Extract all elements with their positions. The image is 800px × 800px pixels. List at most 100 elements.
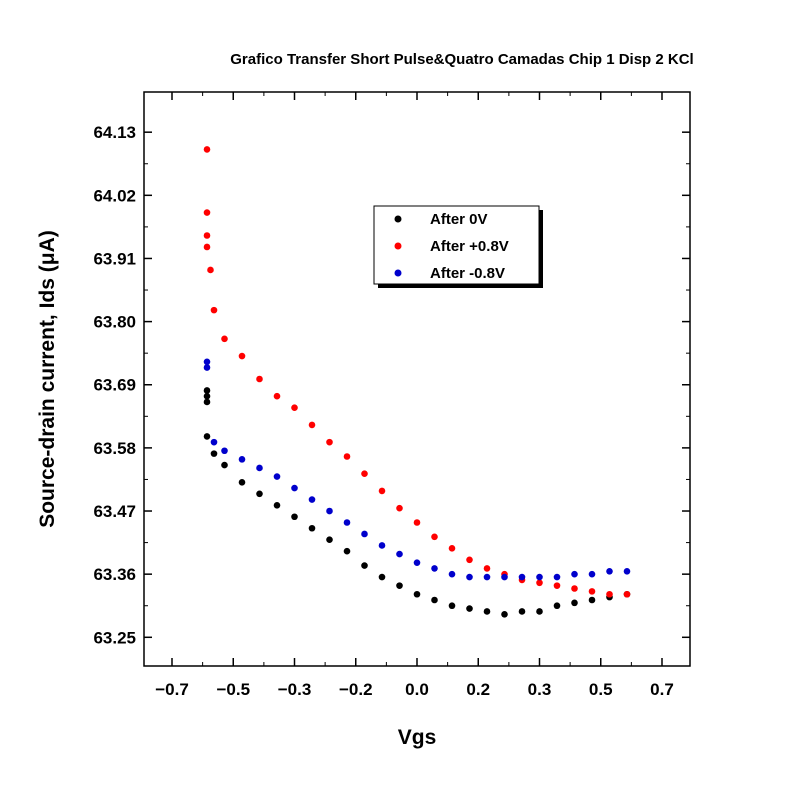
data-point xyxy=(203,209,211,216)
data-point xyxy=(308,421,316,429)
plot-frame xyxy=(143,91,691,667)
data-point xyxy=(273,392,281,400)
data-point xyxy=(501,573,508,581)
data-point xyxy=(536,573,543,581)
data-point xyxy=(553,582,561,589)
data-point xyxy=(378,542,386,549)
data-point xyxy=(623,590,631,598)
data-point xyxy=(203,243,211,251)
x-tick-label: −0.3 xyxy=(278,680,312,699)
legend-label: After +0.8V xyxy=(430,238,509,255)
data-point xyxy=(203,146,211,153)
data-point xyxy=(203,358,211,366)
data-point xyxy=(221,335,228,343)
data-point xyxy=(203,392,211,400)
data-point xyxy=(308,524,316,532)
data-point xyxy=(396,504,403,512)
data-point xyxy=(210,438,218,446)
data-point xyxy=(396,582,403,589)
data-point xyxy=(203,398,211,406)
data-point xyxy=(571,599,578,607)
data-point xyxy=(448,602,456,610)
x-tick-label: 0.7 xyxy=(650,680,674,699)
x-tick-label: 0.5 xyxy=(589,680,613,699)
legend-marker xyxy=(394,269,402,277)
data-point xyxy=(238,479,246,486)
data-point xyxy=(221,461,228,469)
y-tick-label: 64.13 xyxy=(93,123,136,142)
data-point xyxy=(378,573,386,581)
data-point xyxy=(203,364,211,371)
y-tick-label: 63.80 xyxy=(93,313,136,332)
data-point xyxy=(536,579,543,587)
data-point xyxy=(483,565,491,572)
data-point xyxy=(291,404,298,412)
legend-marker xyxy=(394,242,402,250)
y-axis: 64.13 64.02 63.91 63.80 63.69 63.58 63.47 63.36… xyxy=(93,123,690,647)
data-point xyxy=(466,605,473,612)
data-point xyxy=(483,573,491,581)
data-point xyxy=(326,536,333,544)
legend-marker xyxy=(394,215,402,223)
data-point xyxy=(273,473,281,480)
data-point xyxy=(210,306,218,314)
x-tick-label: 0.0 xyxy=(405,680,429,699)
data-point xyxy=(448,545,456,552)
data-point xyxy=(536,608,543,615)
y-tick-label: 63.25 xyxy=(93,628,136,647)
x-axis: −0.7 −0.5 −0.3 −0.2 0.0 0.2 0.3 0.5 0.7 xyxy=(155,92,674,699)
data-point xyxy=(588,570,596,578)
y-axis-label: Source-drain current, Ids (μA) xyxy=(36,230,59,528)
data-point xyxy=(238,456,246,463)
data-point xyxy=(606,567,613,575)
data-point xyxy=(588,596,596,604)
data-point xyxy=(361,562,368,569)
data-point xyxy=(256,464,263,472)
y-tick-label: 63.91 xyxy=(93,249,136,268)
data-point xyxy=(431,565,438,572)
legend-label: After 0V xyxy=(430,211,488,228)
data-point xyxy=(326,507,333,515)
x-tick-label: 0.3 xyxy=(528,680,552,699)
data-point xyxy=(483,608,491,615)
data-point xyxy=(413,519,421,526)
y-tick-label: 63.47 xyxy=(93,502,136,521)
data-point xyxy=(256,490,263,498)
y-tick-label: 63.36 xyxy=(93,565,136,584)
series-2 xyxy=(203,146,631,598)
data-point xyxy=(466,556,473,564)
data-point xyxy=(203,387,211,394)
x-tick-label: 0.2 xyxy=(466,680,490,699)
data-point xyxy=(571,570,578,578)
data-point xyxy=(361,530,368,538)
data-point xyxy=(518,608,526,615)
y-tick-label: 64.02 xyxy=(93,186,136,205)
data-point xyxy=(343,453,351,460)
data-point xyxy=(413,590,421,598)
data-point xyxy=(623,567,631,575)
data-point xyxy=(343,547,351,555)
data-point xyxy=(203,433,211,440)
data-point xyxy=(466,573,473,581)
data-point xyxy=(291,484,298,492)
x-tick-label: −0.2 xyxy=(339,680,373,699)
y-tick-label: 63.58 xyxy=(93,439,136,458)
data-point xyxy=(210,450,218,457)
data-point xyxy=(606,590,613,598)
legend-label: After -0.8V xyxy=(430,265,505,282)
data-points xyxy=(203,146,631,618)
x-tick-label: −0.5 xyxy=(216,680,250,699)
data-point xyxy=(553,602,561,610)
data-point xyxy=(326,438,333,446)
data-point xyxy=(256,375,263,383)
data-point xyxy=(518,573,526,581)
data-point xyxy=(431,596,438,604)
data-point xyxy=(396,550,403,558)
data-point xyxy=(238,352,246,360)
x-tick-label: −0.7 xyxy=(155,680,189,699)
data-point xyxy=(308,496,316,503)
y-tick-label: 63.69 xyxy=(93,376,136,395)
data-point xyxy=(501,611,508,618)
data-point xyxy=(291,513,298,521)
